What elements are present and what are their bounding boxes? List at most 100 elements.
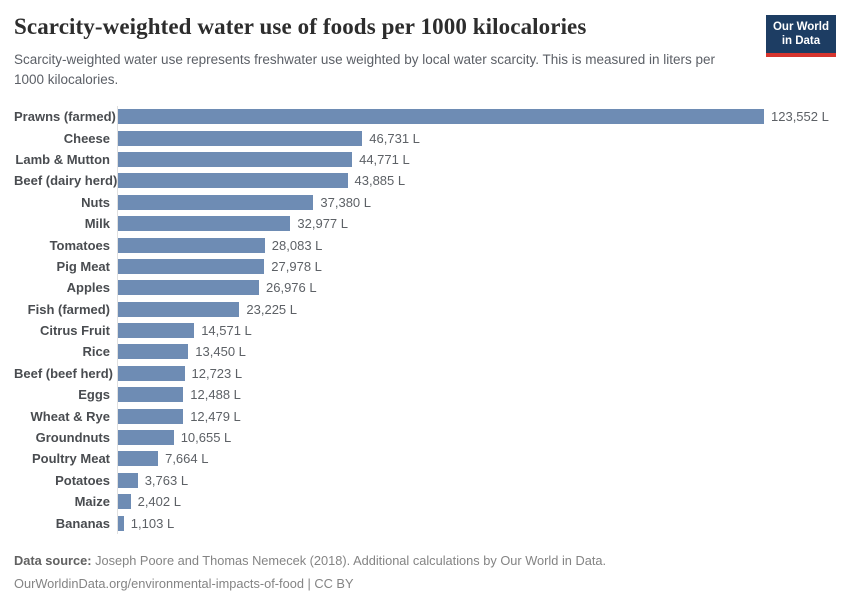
data-source-line: Data source: Joseph Poore and Thomas Nem… xyxy=(14,549,836,572)
page-title: Scarcity-weighted water use of foods per… xyxy=(14,14,587,39)
bar xyxy=(118,237,265,253)
bar-track: 46,731 L xyxy=(117,127,836,149)
license-line: OurWorldinData.org/environmental-impacts… xyxy=(14,575,354,591)
chart-row: Pig Meat 27,978 L xyxy=(14,255,836,278)
bar-track: 14,571 L xyxy=(117,319,836,342)
bar-track: 44,771 L xyxy=(117,148,836,171)
value-label: 13,450 L xyxy=(195,344,246,360)
bar xyxy=(118,387,184,403)
category-label: Poultry Meat xyxy=(31,451,110,467)
data-source-label: Data source: xyxy=(14,552,92,568)
category-label: Beef (dairy herd) xyxy=(14,173,118,189)
value-label: 14,571 L xyxy=(201,323,252,339)
bar-chart: Prawns (farmed) 123,552 L Cheese 46,731 L La… xyxy=(14,106,836,534)
value-label: 44,771 L xyxy=(359,151,410,167)
value-label: 12,479 L xyxy=(190,408,241,424)
bar-track: 13,450 L xyxy=(117,341,836,363)
chart-row: Milk 32,977 L xyxy=(14,212,836,235)
value-label: 28,083 L xyxy=(271,237,323,253)
bar-track: 2,402 L xyxy=(117,491,836,513)
chart-row: Rice 13,450 L xyxy=(14,341,836,363)
bar-track: 1,103 L xyxy=(117,512,836,534)
category-label: Apples xyxy=(66,280,110,296)
category-label: Tomatoes xyxy=(49,237,110,253)
bar xyxy=(118,494,131,510)
data-source-text: Joseph Poore and Thomas Nemecek (2018). … xyxy=(91,552,607,568)
chart-row: Tomatoes 28,083 L xyxy=(14,234,836,256)
bar xyxy=(118,109,764,125)
owid-logo-line1: Our World xyxy=(772,21,829,33)
value-label: 10,655 L xyxy=(180,430,232,446)
bar-track: 12,479 L xyxy=(117,405,836,427)
value-label: 43,885 L xyxy=(354,173,406,189)
bar xyxy=(118,258,265,274)
bar-track: 26,976 L xyxy=(117,277,836,299)
value-label: 7,664 L xyxy=(165,451,209,467)
chart-row: Citrus Fruit 14,571 L xyxy=(14,319,836,342)
bar xyxy=(118,408,184,424)
category-label: Bananas xyxy=(55,515,110,531)
bar-track: 43,885 L xyxy=(117,170,836,192)
bar xyxy=(118,472,138,488)
value-label: 1,103 L xyxy=(130,515,175,531)
owid-logo: Our World in Data xyxy=(765,15,836,57)
category-label: Maize xyxy=(74,494,110,510)
bar-track: 28,083 L xyxy=(117,234,836,256)
bar xyxy=(118,430,174,446)
bar xyxy=(118,130,363,146)
bar-track: 7,664 L xyxy=(117,448,836,470)
value-label: 3,763 L xyxy=(144,472,189,488)
owid-logo-line2: in Data xyxy=(781,34,821,47)
bar-track: 23,225 L xyxy=(117,298,836,320)
category-label: Milk xyxy=(84,216,110,232)
bar xyxy=(118,151,353,167)
chart-subtitle: Scarcity-weighted water use represents f… xyxy=(14,52,716,87)
bar-track: 10,655 L xyxy=(117,426,836,449)
chart-row: Bananas 1,103 L xyxy=(14,512,836,534)
bar-track: 12,488 L xyxy=(117,384,836,406)
bar xyxy=(118,194,314,210)
value-label: 37,380 L xyxy=(320,194,371,210)
value-label: 12,488 L xyxy=(190,387,241,403)
value-label: 46,731 L xyxy=(369,130,420,146)
value-label: 2,402 L xyxy=(137,494,181,510)
bar-track: 12,723 L xyxy=(117,362,836,385)
category-label: Wheat & Rye xyxy=(30,408,110,424)
chart-row: Groundnuts 10,655 L xyxy=(14,426,836,449)
chart-header: Scarcity-weighted water use of foods per… xyxy=(14,12,836,90)
chart-row: Wheat & Rye 12,479 L xyxy=(14,405,836,427)
bar-track: 37,380 L xyxy=(117,191,836,213)
chart-row: Beef (dairy herd) 43,885 L xyxy=(14,170,836,192)
value-label: 12,723 L xyxy=(191,365,243,381)
bar-track: 3,763 L xyxy=(117,469,836,492)
chart-row: Beef (beef herd) 12,723 L xyxy=(14,362,836,385)
category-label: Lamb & Mutton xyxy=(15,151,110,167)
bar xyxy=(118,365,185,381)
category-label: Cheese xyxy=(63,130,110,146)
bar xyxy=(118,515,124,531)
chart-row: Potatoes 3,763 L xyxy=(14,469,836,492)
category-label: Eggs xyxy=(78,387,110,403)
chart-row: Poultry Meat 7,664 L xyxy=(14,448,836,470)
category-label: Prawns (farmed) xyxy=(14,109,116,125)
bar xyxy=(118,280,259,296)
value-label: 27,978 L xyxy=(271,258,322,274)
value-label: 123,552 L xyxy=(771,109,829,125)
category-label: Groundnuts xyxy=(35,430,110,446)
category-label: Beef (beef herd) xyxy=(14,365,113,381)
chart-row: Fish (farmed) 23,225 L xyxy=(14,298,836,320)
chart-row: Lamb & Mutton 44,771 L xyxy=(14,148,836,171)
category-label: Rice xyxy=(82,344,110,360)
bar xyxy=(118,323,195,339)
category-label: Nuts xyxy=(81,194,110,210)
chart-row: Nuts 37,380 L xyxy=(14,191,836,213)
bar-track: 123,552 L xyxy=(117,106,836,128)
bar xyxy=(118,216,291,232)
bar xyxy=(118,301,240,317)
title-block: Scarcity-weighted water use of foods per… xyxy=(14,12,726,90)
bar xyxy=(118,173,348,189)
category-label: Pig Meat xyxy=(56,258,110,274)
bar-track: 27,978 L xyxy=(117,255,836,278)
bar xyxy=(118,344,189,360)
